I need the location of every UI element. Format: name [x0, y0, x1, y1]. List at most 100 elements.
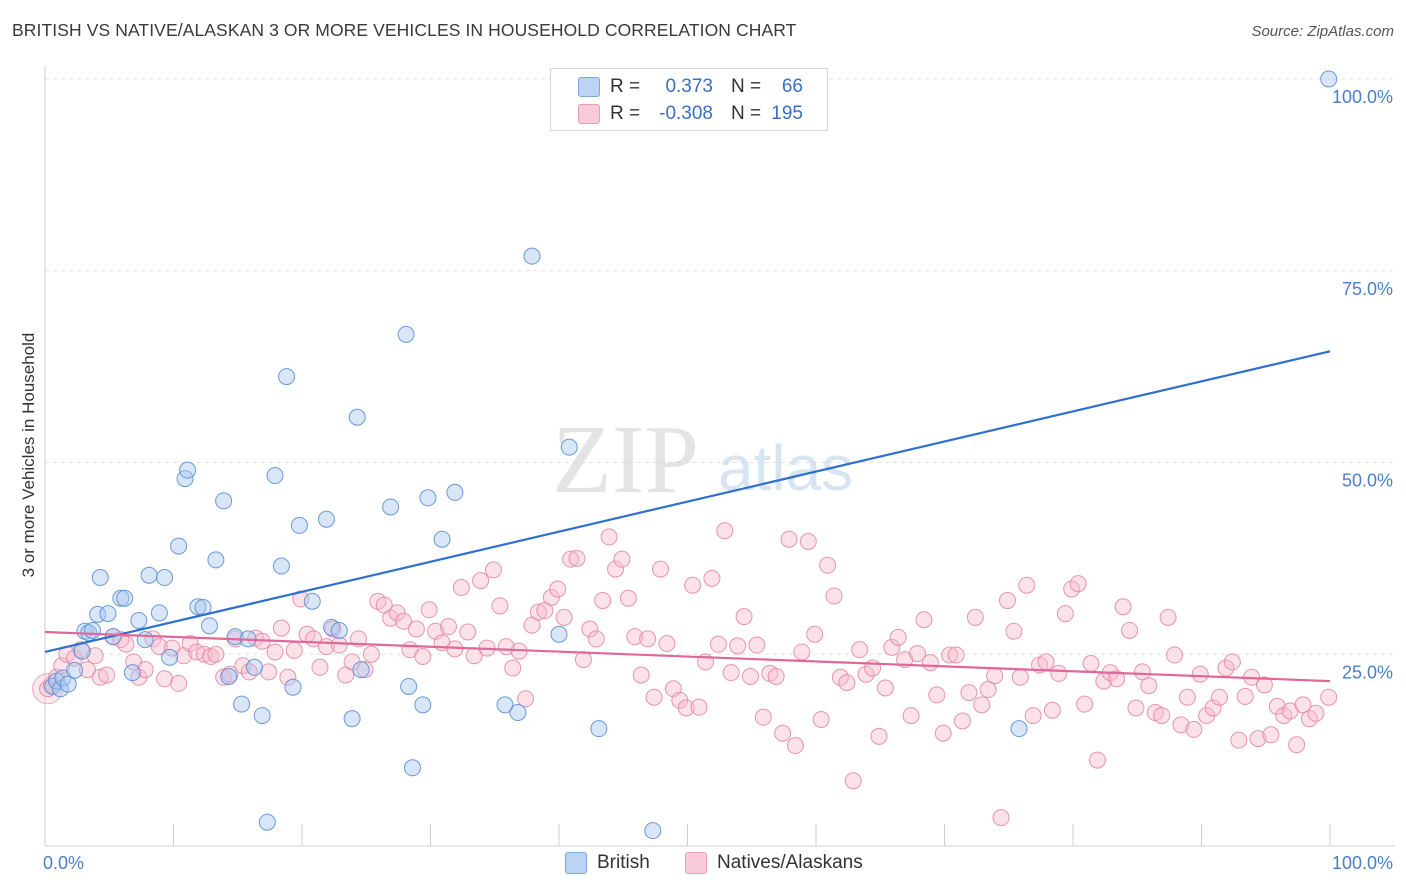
natives-point: [517, 690, 535, 708]
natives-point: [311, 658, 329, 676]
natives-point: [639, 630, 657, 648]
y-tick-label: 25.0%: [1342, 662, 1393, 682]
natives-point: [587, 630, 605, 648]
natives-point: [459, 623, 477, 641]
natives-point: [279, 668, 297, 686]
british-n-value: 66: [781, 76, 803, 97]
natives-point: [150, 638, 168, 656]
natives-point: [722, 664, 740, 682]
natives-point: [645, 688, 663, 706]
natives-point: [915, 611, 933, 629]
natives-point: [472, 572, 490, 590]
british-point: [284, 678, 302, 696]
british-point: [245, 658, 263, 676]
natives-point: [542, 588, 560, 606]
natives-point: [1268, 697, 1286, 715]
natives-point: [1159, 608, 1177, 626]
natives-point: [786, 737, 804, 755]
british-point: [170, 537, 188, 555]
chart-title: BRITISH VS NATIVE/ALASKAN 3 OR MORE VEHI…: [12, 20, 797, 40]
british-point: [112, 589, 130, 607]
natives-point: [1166, 646, 1184, 664]
natives-n-label: N =: [731, 103, 762, 124]
natives-point: [1043, 701, 1061, 719]
natives-point: [491, 597, 509, 615]
british-point: [303, 592, 321, 610]
british-point: [130, 612, 148, 630]
natives-point: [1255, 676, 1273, 694]
british-point: [496, 696, 514, 714]
british-point: [523, 247, 541, 265]
british-point: [278, 368, 296, 386]
natives-point: [960, 684, 978, 702]
y-tick-label: 50.0%: [1342, 471, 1393, 491]
bottom-british-swatch: [565, 852, 587, 874]
natives-r-value: -0.308: [659, 103, 713, 124]
bottom-natives-swatch: [685, 852, 707, 874]
natives-point: [1223, 653, 1241, 671]
natives-point: [136, 661, 154, 679]
natives-point: [979, 681, 997, 699]
british-swatch: [578, 77, 600, 97]
natives-point: [420, 601, 438, 619]
british-point: [1010, 720, 1028, 738]
natives-point: [909, 644, 927, 662]
natives-point: [793, 643, 811, 661]
natives-point: [799, 533, 817, 551]
british-point: [258, 813, 276, 831]
natives-point: [1294, 696, 1312, 714]
natives-point: [452, 579, 470, 597]
axes: [44, 66, 1395, 847]
bottom-british-label: British: [597, 852, 650, 873]
natives-point: [1191, 665, 1209, 683]
natives-point: [1121, 621, 1139, 639]
british-point: [136, 631, 154, 649]
natives-point: [170, 674, 188, 692]
natives-point: [626, 628, 644, 646]
natives-point: [1056, 605, 1074, 623]
british-point: [433, 530, 451, 548]
natives-point: [581, 620, 599, 638]
x-tick-label-min: 0.0%: [43, 853, 84, 873]
natives-point: [1088, 751, 1106, 769]
british-point: [215, 492, 233, 510]
british-point: [253, 707, 271, 725]
trend-lines: [44, 350, 1331, 683]
bottom-natives-label: Natives/Alaskans: [717, 852, 863, 873]
natives-point: [947, 646, 965, 664]
natives-swatch: [578, 104, 600, 124]
natives-point: [607, 560, 625, 578]
british-point: [343, 710, 361, 728]
british-point: [330, 621, 348, 639]
natives-point: [266, 643, 284, 661]
natives-point: [709, 635, 727, 653]
british-point: [66, 661, 84, 679]
british-point: [140, 566, 158, 584]
british-point: [123, 664, 141, 682]
natives-point: [767, 667, 785, 685]
british-point: [509, 704, 527, 722]
british-point: [290, 516, 308, 534]
natives-point: [1011, 668, 1029, 686]
natives-point: [986, 667, 1004, 685]
natives-point: [825, 587, 843, 605]
natives-point: [735, 608, 753, 626]
british-point: [352, 661, 370, 679]
natives-point: [574, 651, 592, 669]
natives-point: [1172, 716, 1190, 734]
natives-point: [600, 528, 618, 546]
british-point: [317, 510, 335, 528]
natives-point: [260, 663, 278, 681]
natives-point: [504, 659, 522, 677]
natives-point: [729, 637, 747, 655]
natives-point: [1204, 699, 1222, 717]
british-points: [44, 70, 1338, 840]
natives-point: [870, 727, 888, 745]
x-tick-label-max: 100.0%: [1332, 853, 1393, 873]
natives-point: [1262, 726, 1280, 744]
british-point: [156, 569, 174, 587]
natives-points: [32, 522, 1338, 827]
british-point: [207, 551, 225, 569]
natives-point: [330, 636, 348, 654]
